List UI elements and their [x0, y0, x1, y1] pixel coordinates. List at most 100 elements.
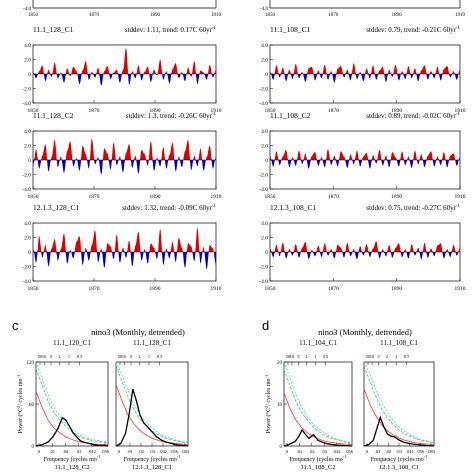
positive-anomaly-area	[270, 63, 460, 74]
panel-c-right: 11.1_128_C1 50 10 5 2 1 0.5 0 .01 .02 .03 .042.056.…	[115, 339, 190, 471]
panel-left-3: 12.1.3_128_C1 stddev: 1.32, trend: -0.09C…	[22, 203, 221, 292]
x-tick-label: 1870	[328, 286, 339, 292]
top-tick-label: 5	[378, 354, 381, 359]
top-tick-label: 5	[50, 354, 53, 359]
x-tick-label: .02	[386, 449, 392, 454]
panel-stats: stddev: 0.89, trend: -0.02C 60yr-1	[366, 112, 460, 120]
x-tick-label: 1910	[211, 194, 222, 200]
x-tick-label: .03	[321, 449, 327, 454]
x-tick-label: 1910	[455, 108, 466, 114]
red-noise-line	[115, 384, 189, 446]
panel-stats: stddev: 0.79, trend: -0.21C 60yr-1	[366, 26, 460, 34]
bottom-panel-title: 12.1.3_108_C1	[379, 464, 419, 471]
y-tick-label: 0	[265, 250, 268, 256]
top-tick-label: 0.5	[77, 354, 83, 359]
figure-subheader: nino3 (Monthly, detrended)	[318, 327, 412, 337]
top-tick-label: 50	[366, 354, 371, 359]
y-tick-label: 120	[27, 361, 35, 366]
top-tick-label: 1	[314, 354, 316, 359]
top-tick-label: 1	[68, 354, 70, 359]
top-tick-label: 50	[286, 354, 291, 359]
confidence-95-line	[363, 365, 435, 443]
x-tick-label: 1850	[265, 108, 276, 114]
x-axis-label: Frequency (cycles mo-1	[371, 454, 427, 463]
confidence-99-line	[35, 361, 109, 443]
y-tick-label: -4.0	[259, 279, 268, 285]
panel-left-2: 11.1_128_C2 stddev: 1.3, trend: -0.26C 60…	[22, 111, 221, 200]
confidence-95-line	[283, 369, 353, 444]
panel-letter-c: c	[12, 318, 19, 333]
y-tick-label: 4.0	[24, 129, 31, 135]
top-tick-label: 0.5	[157, 354, 163, 359]
negative-anomaly-area	[270, 252, 460, 260]
x-tick-label: 1910	[455, 13, 466, 18]
y-tick-label: 10	[277, 403, 283, 408]
negative-anomaly-area	[270, 160, 460, 169]
negative-anomaly-area	[33, 74, 216, 86]
power-spectrum-line	[115, 388, 189, 447]
x-tick-label: .02	[138, 449, 144, 454]
top-tick-label: 1	[148, 354, 150, 359]
negative-anomaly-area	[270, 74, 460, 83]
y-tick-label: -4.0	[259, 101, 268, 107]
panel-stats: stddev: 1.3, trend: -0.26C 60yr-1	[126, 112, 217, 120]
panel-d-right: 11.1_108_C1 50 10 5 2 1 0.5 0 .01 .02 .03 .042.056.…	[363, 339, 436, 471]
top-tick-label: 2	[305, 354, 307, 359]
panel-title: 11.1_128_C2	[33, 111, 74, 120]
x-tick-label: .02	[63, 449, 69, 454]
x-tick-label: 1910	[211, 108, 222, 114]
panel-title: 11.1_120_C1	[53, 339, 91, 347]
x-tick-label: .042	[159, 449, 167, 454]
y-tick-label: 0	[28, 158, 31, 164]
confidence-99-line	[115, 361, 189, 443]
x-tick-label: 1870	[89, 13, 100, 18]
plot-frame	[115, 361, 189, 447]
y-tick-label: 2.0	[261, 144, 268, 150]
y-tick-label: -2.0	[259, 87, 268, 93]
panel-right-1: 11.1_108_C1 stddev: 0.79, trend: -0.21C 6…	[259, 25, 465, 114]
y-tick-label: 0	[28, 72, 31, 78]
y-tick-label: 4.0	[261, 43, 268, 49]
x-tick-label: 1870	[89, 108, 100, 114]
y-tick-label: 0	[32, 445, 35, 450]
x-tick-label: .01	[127, 449, 133, 454]
x-tick-label: 1850	[265, 13, 276, 18]
top-tick-label: 10	[122, 354, 127, 359]
x-tick-label: .056	[345, 449, 354, 454]
x-axis-label: Frequency (cycles mo-1	[124, 454, 180, 463]
x-tick-label: .01	[49, 449, 55, 454]
x-tick-label: 0	[366, 449, 369, 454]
panel-letter-d: d	[262, 318, 270, 333]
y-tick-label: 4.0	[24, 221, 31, 227]
x-tick-label: .01	[375, 449, 381, 454]
panel-title: 11.1_108_C2	[270, 111, 311, 120]
x-tick-label: 0	[118, 449, 121, 454]
y-tick-label: -2.0	[259, 173, 268, 179]
plot-frame	[363, 361, 435, 447]
y-tick-label: 0	[280, 445, 283, 450]
x-tick-label: 1890	[392, 13, 403, 18]
top-tick-label: 2	[58, 354, 60, 359]
x-tick-label: 1910	[211, 13, 222, 18]
panel-right-3: 12.1.3_108_C1 stddev: 0.75, trend: -0.27C…	[259, 203, 465, 292]
x-tick-label: .042	[406, 449, 414, 454]
y-tick-label: 2.0	[261, 236, 268, 242]
y-tick-label: -4.0	[22, 101, 31, 107]
top-tick-label: 0.5	[323, 354, 329, 359]
y-tick-label: 4.0	[261, 221, 268, 227]
positive-anomaly-area	[270, 149, 460, 160]
red-noise-line	[363, 388, 435, 445]
x-tick-label: 1910	[211, 286, 222, 292]
confidence-99-line	[363, 361, 435, 443]
top-tick-label: 50	[118, 354, 123, 359]
x-tick-label: 1890	[150, 13, 161, 18]
power-spectrum-line	[283, 428, 353, 447]
top-tick-label: 5	[130, 354, 133, 359]
x-tick-label: 1870	[89, 194, 100, 200]
x-tick-label: 0	[38, 449, 41, 454]
x-tick-label: .083	[427, 449, 436, 454]
panel-title: 12.1.3_128_C1	[33, 203, 80, 212]
